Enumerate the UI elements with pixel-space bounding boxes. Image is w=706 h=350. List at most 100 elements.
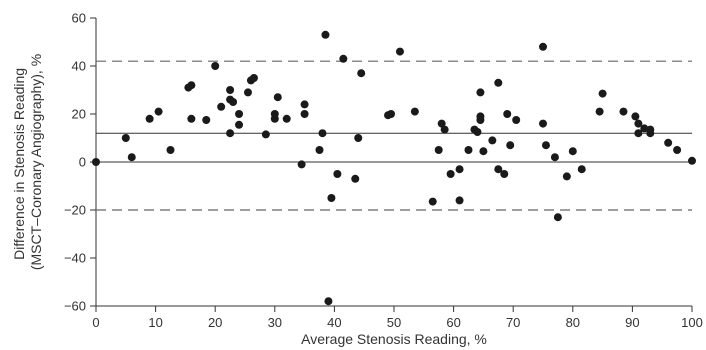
data-point — [154, 107, 163, 116]
data-point — [646, 125, 655, 134]
data-point — [229, 98, 238, 106]
data-point — [446, 170, 455, 178]
data-point — [631, 112, 640, 121]
data-point — [315, 146, 324, 154]
data-point — [226, 129, 235, 138]
data-point — [217, 102, 226, 111]
y-tick-label: 40 — [72, 59, 86, 74]
data-point — [339, 54, 348, 63]
data-point — [261, 130, 270, 139]
data-point — [300, 100, 309, 109]
data-point — [226, 86, 235, 94]
data-point — [235, 110, 244, 118]
data-point — [300, 110, 309, 118]
data-point — [235, 120, 244, 129]
x-tick-label: 0 — [92, 315, 99, 330]
data-point — [127, 153, 136, 162]
data-point — [282, 114, 291, 123]
y-tick-label: 20 — [72, 107, 86, 122]
data-point — [351, 174, 360, 183]
data-point — [640, 124, 649, 133]
data-point — [318, 129, 327, 138]
y-tick-label: −60 — [64, 299, 86, 314]
x-tick-label: 80 — [566, 315, 580, 330]
reference-lines — [96, 60, 692, 211]
data-point — [688, 156, 696, 165]
data-point — [634, 119, 643, 128]
x-tick-label: 20 — [208, 315, 222, 330]
data-point — [166, 146, 175, 154]
data-point — [598, 89, 607, 98]
data-point — [476, 116, 485, 124]
data-point — [357, 69, 366, 78]
data-point — [503, 110, 512, 118]
data-point — [387, 110, 396, 118]
data-point — [440, 125, 449, 134]
data-point — [297, 160, 306, 169]
x-tick-label: 10 — [148, 315, 162, 330]
data-point — [568, 147, 577, 156]
data-point — [539, 119, 547, 128]
data-point — [243, 88, 252, 97]
data-point — [464, 146, 473, 154]
data-point — [324, 297, 333, 306]
data-point — [539, 42, 547, 51]
data-point — [202, 116, 211, 124]
data-point — [619, 107, 628, 116]
y-tick-label: −40 — [64, 251, 86, 266]
data-point — [92, 158, 100, 166]
data-point — [410, 107, 419, 116]
data-point — [512, 116, 521, 124]
data-point — [488, 136, 497, 145]
data-point — [500, 170, 509, 178]
data-point — [494, 165, 503, 174]
x-tick-label: 30 — [268, 315, 282, 330]
x-tick-label: 70 — [506, 315, 520, 330]
x-tick-label: 90 — [625, 315, 639, 330]
y-tick-label: 0 — [79, 155, 86, 170]
data-point — [249, 74, 258, 82]
data-point — [121, 134, 130, 142]
data-point — [494, 78, 503, 87]
data-point — [428, 197, 437, 206]
x-tick-label: 60 — [446, 315, 460, 330]
data-point — [270, 114, 279, 123]
data-point — [273, 93, 282, 102]
data-point — [395, 47, 404, 56]
data-point — [333, 170, 342, 178]
x-tick-label: 100 — [681, 315, 703, 330]
x-tick-label: 40 — [327, 315, 341, 330]
x-axis-title: Average Stenosis Reading, % — [301, 331, 487, 347]
data-point — [595, 107, 604, 116]
data-point — [577, 165, 586, 174]
y-tick-label: −20 — [64, 203, 86, 218]
data-point — [187, 81, 196, 90]
axis-ticks: 0 10 20 30 40 50 60 70 80 90 100 −60 −40 −20 0 20 40 60 — [64, 11, 703, 331]
data-point — [634, 129, 643, 138]
data-points — [92, 30, 696, 306]
data-point — [455, 165, 464, 174]
data-point — [473, 128, 482, 136]
y-axis-title-line-2: (MSCT–Coronary Angiography), % — [28, 54, 44, 270]
data-point — [562, 172, 571, 181]
data-point — [354, 134, 363, 142]
data-point — [673, 146, 682, 154]
data-point — [479, 147, 488, 156]
data-point — [434, 146, 443, 154]
y-tick-label: 60 — [72, 11, 86, 26]
y-axis-title: Difference in Stenosis Reading (MSCT–Cor… — [11, 54, 44, 270]
data-point — [455, 196, 464, 205]
data-point — [550, 153, 559, 162]
data-point — [476, 88, 485, 97]
x-tick-label: 50 — [387, 315, 401, 330]
data-point — [211, 62, 220, 70]
data-point — [664, 138, 673, 147]
data-point — [321, 30, 330, 39]
data-point — [553, 213, 562, 222]
data-point — [145, 114, 154, 123]
data-point — [437, 119, 446, 128]
data-point — [506, 141, 515, 150]
data-point — [327, 194, 336, 202]
y-axis-title-line-1: Difference in Stenosis Reading — [11, 68, 27, 260]
